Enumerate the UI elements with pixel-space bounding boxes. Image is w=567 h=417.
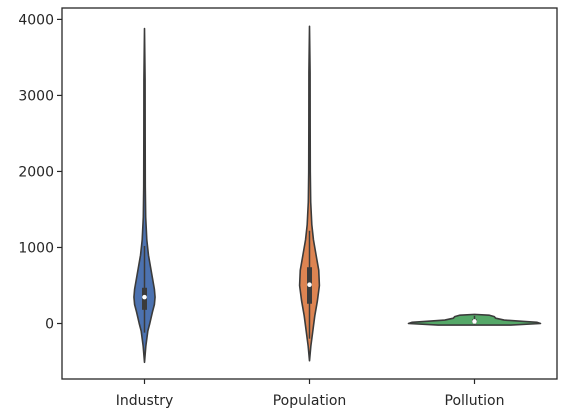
y-tick-label: 1000 [18,240,54,256]
y-tick-label: 4000 [18,12,54,28]
x-tick-label: Industry [116,393,174,409]
violin-median-dot [307,282,312,288]
violin-median-dot [472,319,477,324]
y-tick-label: 3000 [18,88,54,104]
y-axis: 0 1000 2000 3000 4000 [18,12,62,333]
y-tick-label: 2000 [18,164,54,180]
violin-population [298,25,321,362]
x-tick-label: Population [273,393,347,409]
y-tick-label: 0 [45,317,54,333]
x-axis: Industry Population Pollution [116,379,505,409]
x-tick-label: Pollution [445,393,505,409]
violin-median-dot [142,294,147,300]
violin-industry [133,27,156,364]
violins-layer [133,25,542,364]
